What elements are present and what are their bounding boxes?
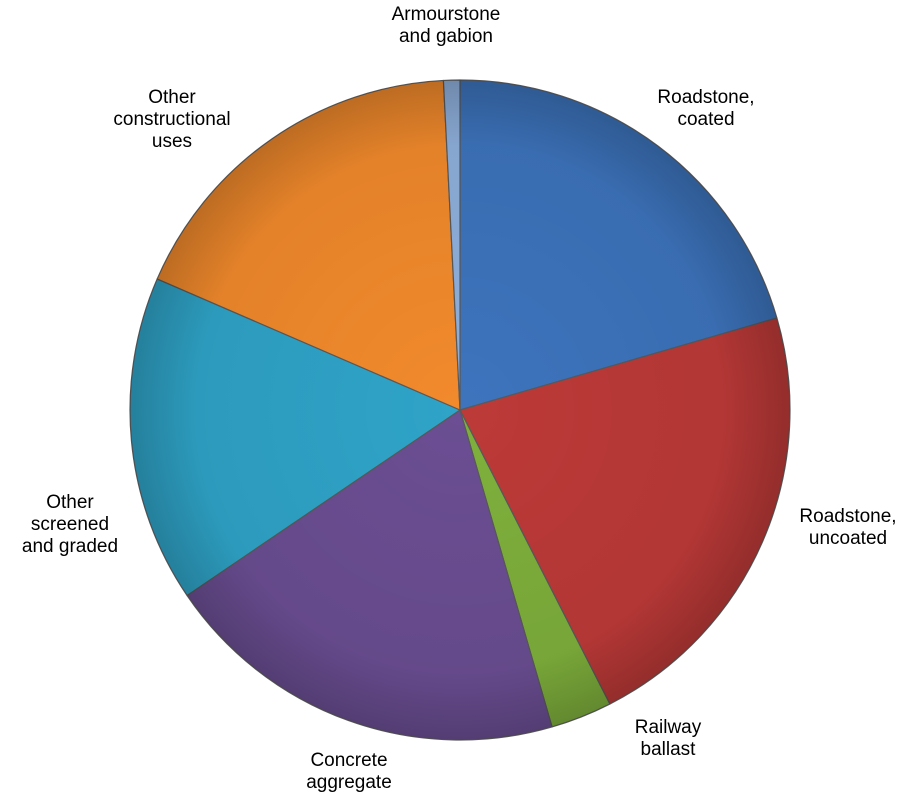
slice-label-armourstone-and-gabion: Armourstone and gabion — [392, 4, 501, 47]
slice-label-other-screened-and-graded: Other screened and graded — [22, 492, 118, 557]
slice-label-railway-ballast: Railway ballast — [635, 717, 702, 760]
slice-label-concrete-aggregate: Concrete aggregate — [306, 750, 392, 793]
slice-label-other-constructional-uses: Other constructional uses — [113, 87, 230, 152]
slice-label-roadstone-uncoated: Roadstone, uncoated — [799, 506, 896, 549]
pie-slices — [129, 79, 791, 741]
slice-label-roadstone-coated: Roadstone, coated — [657, 87, 754, 130]
pie-labels: Roadstone, coated Roadstone, uncoated Railwa… — [22, 4, 897, 793]
